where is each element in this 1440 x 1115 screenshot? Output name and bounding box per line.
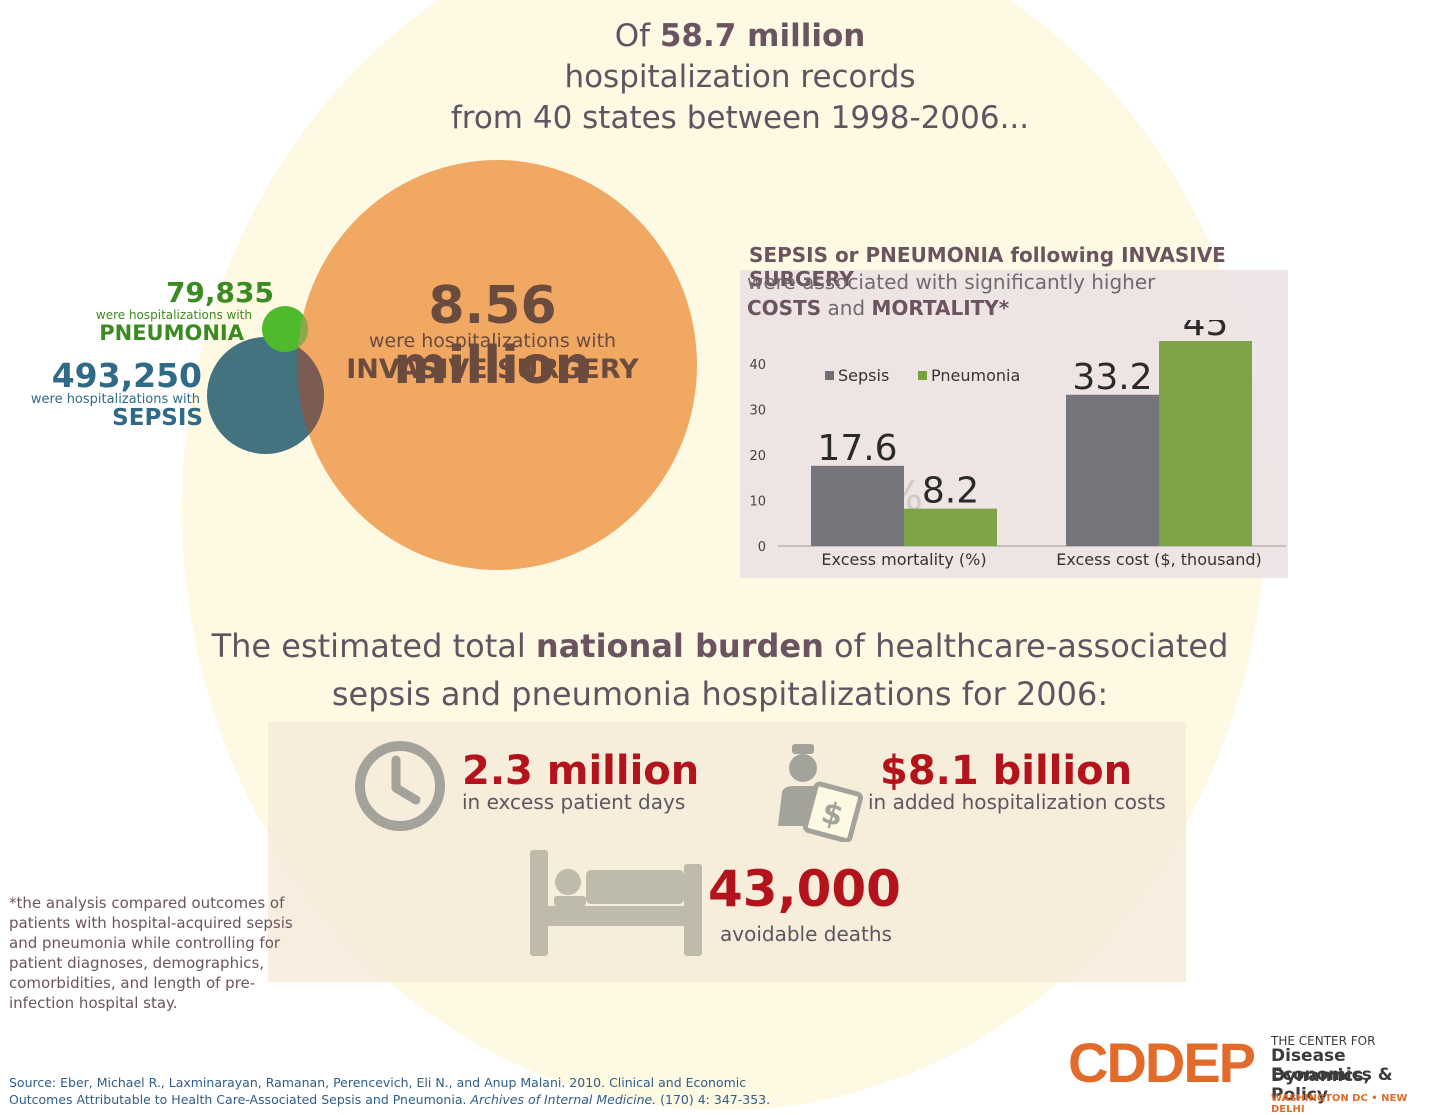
legend-swatch xyxy=(825,371,834,380)
y-tick-label: 40 xyxy=(749,358,766,373)
cost-number: $8.1 billion xyxy=(880,748,1133,794)
deaths-number: 43,000 xyxy=(708,860,901,918)
pneumonia-name: PNEUMONIA xyxy=(99,321,244,345)
chart-title: SEPSIS or PNEUMONIA following INVASIVE S… xyxy=(749,243,1226,291)
data-label: 8.2 xyxy=(922,471,979,512)
y-tick-label: 30 xyxy=(749,403,766,418)
sepsis-number: 493,250 xyxy=(51,356,202,395)
deaths-sub: avoidable deaths xyxy=(720,922,892,946)
pneumonia-surgery-overlap xyxy=(297,306,308,352)
cddep-logo: CDDEP xyxy=(1068,1031,1256,1094)
data-label: 33.2 xyxy=(1072,357,1152,398)
surgery-number: 8.56 million xyxy=(393,276,592,396)
sepsis-surgery-overlap xyxy=(297,337,324,454)
patient-bill-icon: $ xyxy=(778,744,863,842)
logo-line2: Disease Dynamics, xyxy=(1271,1046,1370,1086)
cost-sub: in added hospitalization costs xyxy=(868,790,1166,814)
logo-line3: Economics & Policy xyxy=(1271,1065,1393,1105)
source-citation: Source: Eber, Michael R., Laxminarayan, … xyxy=(9,1075,771,1107)
clock-icon xyxy=(355,741,445,831)
data-label: 17.6 xyxy=(817,428,897,469)
y-tick-label: 0 xyxy=(758,540,766,555)
y-tick-label: 20 xyxy=(749,449,766,464)
bed-icon xyxy=(530,850,702,956)
header-title: Of 58.7 million hospitalization records … xyxy=(450,18,1030,136)
sepsis-sub: were hospitalizations with xyxy=(30,392,200,407)
footnote: *the analysis compared outcomes of patie… xyxy=(9,894,293,1012)
pneumonia-number: 79,835 xyxy=(165,276,274,309)
days-sub: in excess patient days xyxy=(462,790,686,814)
y-tick-label: 10 xyxy=(749,494,766,509)
sepsis-name: SEPSIS xyxy=(112,405,203,431)
burden-panel xyxy=(268,722,1186,982)
surgery-name: INVASIVE SURGERY xyxy=(346,354,639,385)
bar-sepsis-1 xyxy=(1066,394,1159,546)
surgery-sub: were hospitalizations with xyxy=(368,330,617,352)
logo-line1: THE CENTER FOR xyxy=(1271,1034,1376,1048)
legend-label: Pneumonia xyxy=(931,366,1020,385)
logo-line4: WASHINGTON DC • NEW DELHI xyxy=(1271,1093,1408,1115)
surgery-circle xyxy=(297,160,697,570)
pneumonia-sub: were hospitalizations with xyxy=(95,308,252,322)
legend-swatch xyxy=(918,371,927,380)
bar-sepsis-0 xyxy=(811,465,904,546)
legend-label: Sepsis xyxy=(838,366,889,385)
x-tick-label: Excess mortality (%) xyxy=(821,550,986,569)
data-label: 45 xyxy=(1183,320,1229,344)
x-tick-label: Excess cost ($, thousand) xyxy=(1056,550,1262,569)
days-number: 2.3 million xyxy=(462,748,700,794)
bar-pneumonia-0 xyxy=(904,508,997,546)
chart-subtitle: were associated with significantly highe… xyxy=(747,270,1156,320)
burden-title: The estimated total national burden of h… xyxy=(211,627,1229,713)
bar-pneumonia-1 xyxy=(1159,341,1252,546)
